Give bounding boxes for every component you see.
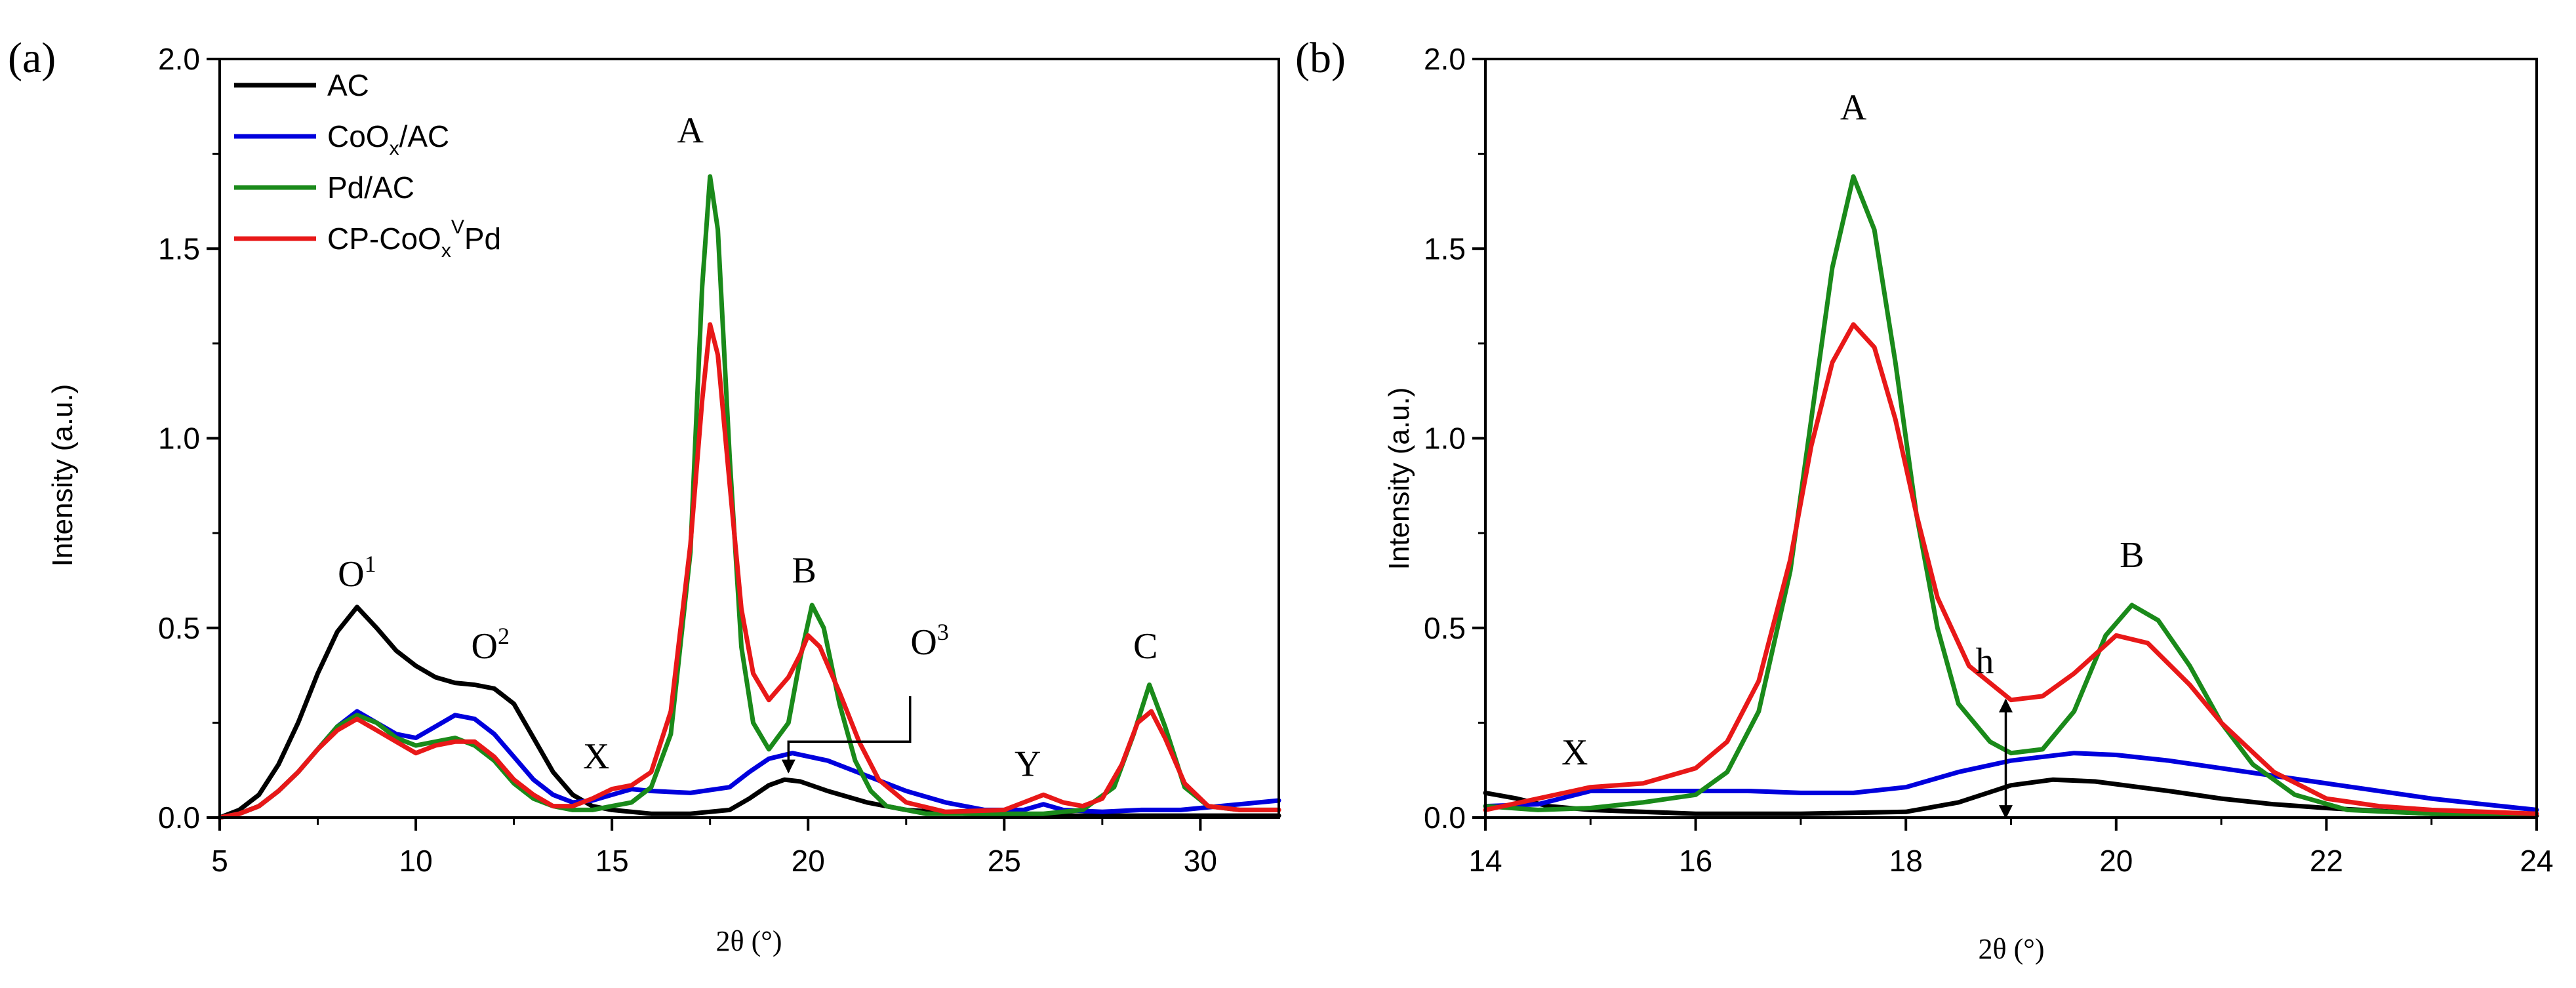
panel-b-annotation-a: A bbox=[1840, 88, 1867, 128]
panel-a-x-tick-label-20: 20 bbox=[792, 844, 825, 878]
panel-a-series-group bbox=[217, 174, 1281, 820]
panel-a-y-tick-label-1: 1.0 bbox=[158, 422, 200, 456]
legend-label-cp-coox-pd: CP-CoOxVPd bbox=[327, 216, 501, 262]
panel-b-y-tick-label-1: 1.0 bbox=[1424, 422, 1466, 456]
panel-a-y-tick-label-1-5: 1.5 bbox=[158, 231, 200, 266]
panel-b-axes: 14 16 18 20 22 24 0.0 0.5 1.0 1.5 2.0 bbox=[1424, 42, 2554, 878]
panel-b-y-tick-label-0-5: 0.5 bbox=[1424, 611, 1466, 645]
panel-a: (a) 5 10 15 20 25 30 0.0 0.5 1.0 1.5 2.0 O1 O2 O3 X A B… bbox=[8, 34, 1281, 957]
panel-a-annotation-o3: O3 bbox=[910, 619, 948, 663]
panel-b-x-tick-label-20: 20 bbox=[2099, 844, 2133, 878]
panel-b-annotations: A B Xh bbox=[1561, 88, 2144, 820]
panel-a-annotation-o2: O2 bbox=[471, 623, 509, 667]
panel-a-series-cp-coox-pd bbox=[217, 322, 1281, 820]
panel-a-label: (a) bbox=[8, 34, 56, 82]
panel-a-annotation-x: X bbox=[583, 736, 609, 777]
panel-a-series-ac bbox=[217, 604, 1281, 820]
panel-a-legend: AC CoOx/AC Pd/AC CP-CoOxVPd bbox=[234, 68, 501, 262]
panel-a-o3-arrow bbox=[781, 696, 912, 774]
panel-a-y-tick-label-0-5: 0.5 bbox=[158, 611, 200, 645]
panel-b-x-tick-label-24: 24 bbox=[2520, 844, 2553, 878]
legend-label-coox-ac: CoOx/AC bbox=[327, 119, 449, 159]
panel-b-y-tick-label-0: 0.0 bbox=[1424, 800, 1466, 835]
panel-b-plot-frame bbox=[1484, 58, 2538, 819]
panel-a-annotation-o1: O1 bbox=[338, 551, 376, 595]
panel-b-annotation-x: X bbox=[1561, 732, 1588, 773]
legend-label-ac: AC bbox=[327, 68, 369, 102]
panel-b-y-axis-label: Intensity (a.u.) bbox=[1383, 387, 1415, 570]
panel-b-series-group bbox=[1483, 174, 2539, 818]
panel-b: (b) 14 16 18 20 22 24 0.0 0.5 1.0 1.5 2.0 A B Xh 2θ … bbox=[1295, 34, 2554, 965]
panel-b-x-tick-label-22: 22 bbox=[2310, 844, 2343, 878]
panel-b-x-tick-label-16: 16 bbox=[1679, 844, 1712, 878]
panel-b-series-cp-coox-pd bbox=[1483, 322, 2539, 816]
panel-a-x-tick-label-30: 30 bbox=[1184, 844, 1217, 878]
panel-a-x-tick-label-5: 5 bbox=[211, 844, 228, 878]
panel-b-x-tick-label-18: 18 bbox=[1889, 844, 1923, 878]
panel-b-y-tick-label-1-5: 1.5 bbox=[1424, 231, 1466, 266]
panel-b-series-pd-ac bbox=[1483, 174, 2539, 816]
panel-a-axes: 5 10 15 20 25 30 0.0 0.5 1.0 1.5 2.0 bbox=[158, 42, 1280, 878]
panel-a-series-coox-ac bbox=[217, 709, 1281, 820]
panel-b-label: (b) bbox=[1295, 34, 1346, 82]
panel-a-annotation-c: C bbox=[1133, 626, 1157, 667]
panel-a-annotation-y: Y bbox=[1015, 743, 1041, 784]
panel-b-x-tick-label-14: 14 bbox=[1468, 844, 1502, 878]
panel-a-annotation-a: A bbox=[677, 110, 704, 151]
panel-a-y-axis-label: Intensity (a.u.) bbox=[47, 384, 79, 567]
panel-a-y-tick-label-2: 2.0 bbox=[158, 42, 200, 76]
panel-a-x-tick-label-15: 15 bbox=[595, 844, 629, 878]
panel-a-x-tick-label-10: 10 bbox=[399, 844, 432, 878]
panel-a-series-pd-ac bbox=[217, 174, 1281, 820]
panel-b-annotation-b: B bbox=[2120, 535, 2144, 576]
panel-a-annotations: O1 O2 O3 X A B Y C bbox=[338, 110, 1157, 784]
panel-a-x-axis-label: 2θ (°) bbox=[716, 925, 782, 957]
panel-b-annotation-h: h bbox=[1975, 641, 1994, 682]
panel-b-y-tick-label-2: 2.0 bbox=[1424, 42, 1466, 76]
panel-a-y-tick-label-0: 0.0 bbox=[158, 800, 200, 835]
panel-a-x-tick-label-25: 25 bbox=[988, 844, 1021, 878]
panel-b-x-axis-label: 2θ (°) bbox=[1979, 933, 2045, 965]
legend-label-pd-ac: Pd/AC bbox=[327, 170, 414, 205]
panel-a-annotation-b: B bbox=[792, 550, 816, 591]
